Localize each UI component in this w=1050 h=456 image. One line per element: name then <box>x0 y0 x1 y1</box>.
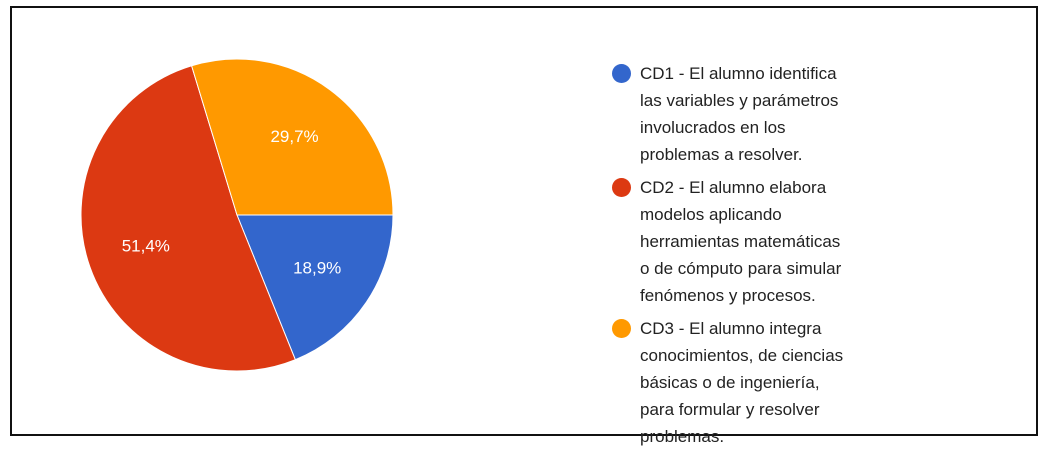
legend-swatch <box>612 64 631 83</box>
data-label: 29,7% <box>270 127 318 146</box>
pie-slice <box>80 65 296 372</box>
legend-swatch <box>612 178 631 197</box>
legend-item: CD3 - El alumno integra conocimientos, d… <box>612 315 852 450</box>
data-label: 51,4% <box>122 237 170 256</box>
pie-slice <box>236 214 394 361</box>
legend-label: CD3 - El alumno integra conocimientos, d… <box>640 319 844 446</box>
page: 18,9% 51,4% 29,7% CD1 - El alumno identifi… <box>10 6 1038 446</box>
legend-swatch <box>612 319 631 338</box>
legend-label: CD1 - El alumno identifica las variables… <box>640 64 839 164</box>
chart: 18,9% 51,4% 29,7% <box>80 58 394 372</box>
pie-slice <box>190 58 394 216</box>
legend-label: CD2 - El alumno elabora modelos aplicand… <box>640 178 842 305</box>
legend-item: CD1 - El alumno identifica las variables… <box>612 60 852 168</box>
data-label: 18,9% <box>293 259 341 278</box>
legend-item: CD2 - El alumno elabora modelos aplicand… <box>612 174 852 309</box>
legend: CD1 - El alumno identifica las variables… <box>612 60 852 456</box>
